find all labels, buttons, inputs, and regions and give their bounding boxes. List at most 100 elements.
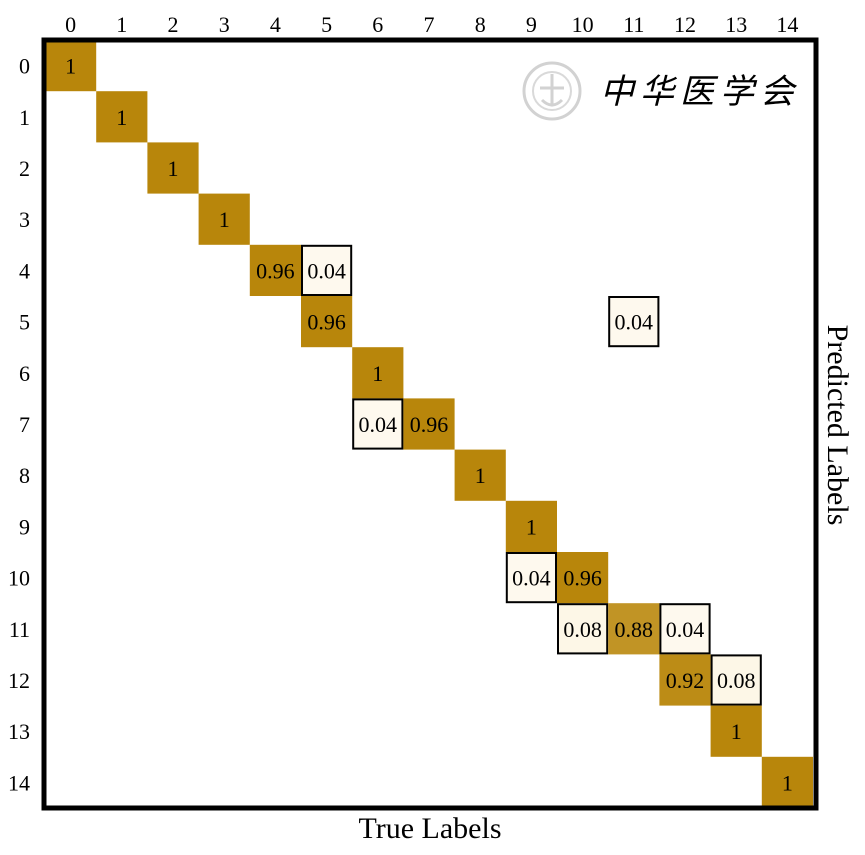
cell-rect	[505, 500, 557, 552]
heatmap-cell: 1	[198, 193, 250, 245]
heatmap-cell: 1	[710, 705, 762, 757]
y-tick-label: 10	[8, 566, 30, 591]
heatmap-cell: 1	[505, 500, 557, 552]
y-tick-label: 1	[19, 105, 30, 130]
heatmap-cell: 0.96	[557, 552, 609, 604]
heatmap-cell: 0.92	[659, 654, 711, 706]
heatmap-cell: 1	[761, 756, 813, 808]
cell-rect	[557, 603, 609, 655]
seal-icon	[522, 61, 582, 121]
heatmap-cell: 0.04	[659, 603, 711, 655]
cell-rect	[710, 654, 762, 706]
x-tick-label: 14	[776, 12, 798, 37]
cell-rect	[761, 756, 813, 808]
x-tick-label: 13	[725, 12, 747, 37]
y-tick-label: 0	[19, 54, 30, 79]
cell-rect	[608, 296, 660, 348]
x-tick-label: 8	[475, 12, 486, 37]
cell-value-label: 0.04	[666, 617, 705, 642]
heatmap-cell: 1	[45, 40, 97, 92]
cell-value-label: 0.96	[307, 310, 346, 335]
cell-value-label: 1	[219, 207, 230, 232]
y-tick-label: 3	[19, 207, 30, 232]
heatmap-cell: 0.04	[352, 398, 404, 450]
x-tick-label: 1	[116, 12, 127, 37]
cell-value-label: 1	[65, 54, 76, 79]
x-tick-label: 3	[219, 12, 230, 37]
cell-rect	[96, 91, 148, 143]
cell-value-label: 0.88	[615, 617, 654, 642]
cell-value-label: 0.96	[256, 258, 295, 283]
cell-rect	[608, 603, 660, 655]
cell-rect	[301, 296, 353, 348]
x-tick-label: 12	[674, 12, 696, 37]
cell-rect	[249, 244, 301, 296]
y-axis-title: Predicted Labels	[821, 325, 854, 526]
heatmap-cell: 0.96	[301, 296, 353, 348]
cell-rect	[198, 193, 250, 245]
cell-rect	[710, 705, 762, 757]
y-tick-label: 5	[19, 310, 30, 335]
cell-rect	[403, 398, 455, 450]
heatmap-cell: 1	[96, 91, 148, 143]
x-tick-label: 6	[372, 12, 383, 37]
x-tick-label: 9	[526, 12, 537, 37]
x-tick-label: 7	[424, 12, 435, 37]
watermark-text: 中华医学会	[600, 72, 800, 112]
cell-value-label: 1	[526, 514, 537, 539]
x-tick-label: 4	[270, 12, 281, 37]
x-tick-label: 2	[168, 12, 179, 37]
cell-value-label: 1	[116, 105, 127, 130]
cell-value-label: 0.04	[615, 310, 654, 335]
x-tick-label: 11	[623, 12, 644, 37]
cell-value-label: 1	[168, 156, 179, 181]
y-tick-label: 4	[19, 258, 30, 283]
cell-rect	[147, 142, 199, 194]
watermark-logo: 中华医学会	[522, 61, 800, 121]
cell-value-label: 1	[372, 361, 383, 386]
cell-rect	[301, 244, 353, 297]
y-tick-label: 7	[19, 412, 30, 437]
cell-value-label: 1	[475, 463, 486, 488]
cell-rect	[45, 40, 97, 92]
y-tick-label: 13	[8, 719, 30, 744]
heatmap-cell: 0.96	[403, 398, 455, 450]
x-tick-labels: 0 1 2 3 4 5 6 7 8 9 10 11 12 13 14	[65, 12, 798, 37]
cell-value-label: 1	[782, 770, 793, 795]
heatmap-cell: 0.04	[608, 296, 660, 348]
x-tick-label: 10	[572, 12, 594, 37]
cell-value-label: 0.96	[410, 412, 449, 437]
cell-rect	[659, 603, 711, 655]
x-axis-title: True Labels	[358, 812, 501, 845]
y-tick-label: 8	[19, 463, 30, 488]
cell-value-label: 0.96	[563, 566, 602, 591]
plot-frame	[41, 37, 819, 811]
cell-value-label: 0.04	[512, 566, 551, 591]
heatmap-cell: 1	[352, 347, 404, 399]
cell-value-label: 0.08	[717, 668, 756, 693]
heatmap-cell: 1	[147, 142, 199, 194]
heatmap-cell: 1	[454, 449, 506, 501]
cell-rect	[505, 552, 557, 604]
heatmap-cell: 0.88	[608, 603, 660, 655]
y-tick-label: 2	[19, 156, 30, 181]
heatmap-cell: 0.04	[301, 244, 353, 297]
cell-rect	[659, 654, 711, 706]
y-tick-label: 6	[19, 361, 30, 386]
y-tick-label: 9	[19, 514, 30, 539]
heatmap-cells: 1 1 1 1 0.96 0.04 0.96 0.04 1 0.04 0.96 1 1 0.04 0.96 0…	[45, 40, 813, 808]
x-tick-label: 5	[321, 12, 332, 37]
heatmap-cell: 0.96	[249, 244, 301, 296]
y-tick-label: 12	[8, 668, 30, 693]
cell-rect	[454, 449, 506, 501]
cell-rect	[352, 347, 404, 399]
cell-value-label: 0.04	[359, 412, 398, 437]
heatmap-cell: 0.08	[557, 603, 609, 655]
y-tick-label: 11	[9, 617, 30, 642]
cell-value-label: 0.04	[307, 258, 346, 283]
cell-value-label: 0.08	[563, 617, 602, 642]
cell-rect	[557, 552, 609, 604]
